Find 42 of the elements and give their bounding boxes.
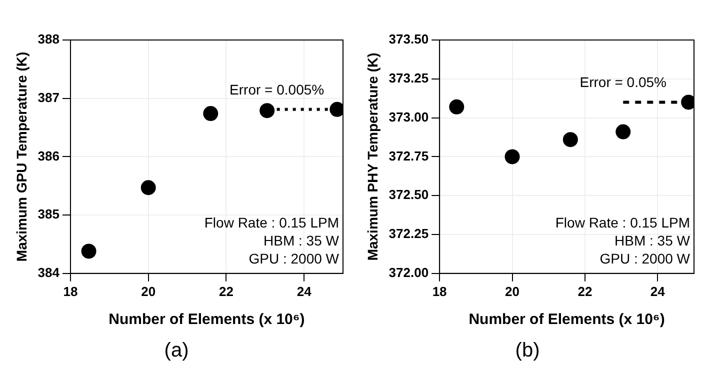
x-tick-label: 18 <box>432 284 447 299</box>
x-tick-label: 24 <box>650 284 666 299</box>
y-tick-label: 372.25 <box>388 226 429 242</box>
x-tick-label: 22 <box>578 284 592 299</box>
annotation: HBM : 35 W <box>264 232 340 248</box>
y-tick-label: 385 <box>38 206 60 222</box>
point <box>260 103 275 118</box>
x-tick-label: 22 <box>218 284 234 299</box>
y-tick-label: 372.50 <box>388 187 429 202</box>
point <box>140 180 156 196</box>
point <box>616 124 631 140</box>
annotation: Error = 0.005% <box>230 81 324 98</box>
y-tick-label: 387 <box>38 90 60 105</box>
y-tick-label: 372.00 <box>388 264 429 280</box>
point <box>449 99 464 114</box>
x-axis-title: Number of Elements (x 10⁶) <box>108 311 305 328</box>
y-tick-label: 388 <box>38 32 60 47</box>
y-tick-label: 384 <box>38 264 60 280</box>
point <box>81 244 96 259</box>
text: (a) <box>164 340 189 362</box>
x-axis-title: Number of Elements (x 10⁶) <box>468 311 665 328</box>
point <box>504 149 520 164</box>
text: (b) <box>515 340 540 362</box>
x-tick-label: 24 <box>296 284 312 299</box>
point <box>203 106 218 122</box>
annotation: Flow Rate : 0.15 LPM <box>555 214 690 230</box>
annotation: HBM : 35 W <box>614 232 691 248</box>
y-tick-label: 373.00 <box>388 109 429 124</box>
annotation: Error = 0.05% <box>580 74 667 90</box>
y-axis-title: Maximum PHY Temperature (K) <box>364 52 380 261</box>
annotation: GPU : 2000 W <box>600 250 691 266</box>
y-tick-label: 386 <box>38 148 60 164</box>
point <box>562 132 578 148</box>
y-tick-label: 372.75 <box>388 148 429 164</box>
y-tick-label: 373.50 <box>388 32 429 47</box>
x-tick-label: 20 <box>141 284 156 299</box>
x-tick-label: 18 <box>63 284 78 299</box>
annotation: Flow Rate : 0.15 LPM <box>204 214 339 230</box>
y-tick-label: 373.25 <box>388 70 429 86</box>
x-tick-label: 20 <box>505 284 520 299</box>
annotation: GPU : 2000 W <box>248 250 340 266</box>
y-axis-title: Maximum GPU Temperature (K) <box>13 52 30 262</box>
